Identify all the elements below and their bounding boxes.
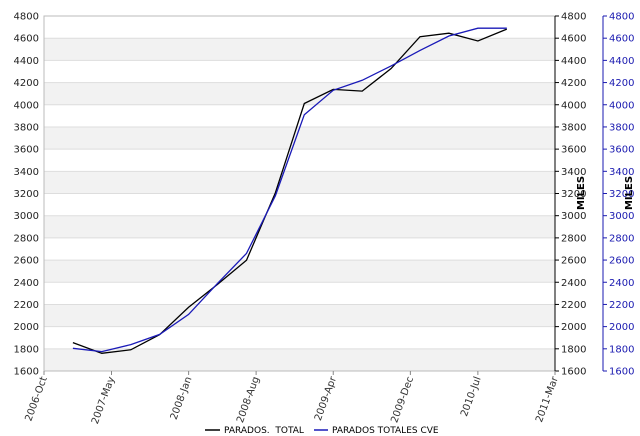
y-right2-tick-label: 4000 [609,100,634,111]
y-right2-tick-label: 2600 [609,256,634,267]
y-right2-tick-label: 4200 [609,78,634,89]
y-right-tick-label: 4200 [561,78,586,89]
y-axis-left-ticks: 1600 1800 2000 2200 2400 2600 2800 3000 3200 3400… [14,12,39,378]
y-tick-label: 4400 [14,56,39,67]
series-line-1 [72,27,507,353]
x-tick-label: 2010-Jul [459,375,484,418]
y-right2-tick-label: 1600 [609,367,634,378]
grid-band [44,304,555,327]
y-right-tick-label: 1800 [561,344,586,355]
y-tick-label: 1800 [14,344,39,355]
grid-band [44,38,555,61]
y-right2-tick-label: 3000 [609,211,634,222]
y-tick-label: 4800 [14,12,39,23]
y-right2-tick-label: 4400 [609,56,634,67]
x-tick-label: 2009-Dec [389,375,416,424]
y-right-tick-label: 4800 [561,12,586,23]
y-right2-tick-label: 2000 [609,322,634,333]
y-right2-tick-label: 3600 [609,145,634,156]
x-tick-label: 2011-Mar [534,374,561,424]
y-right-tick-label: 2200 [561,300,586,311]
y-right2-tick-label: 2400 [609,278,634,289]
x-tick-label: 2008-Aug [235,375,262,424]
y-right2-tick-label: 4800 [609,12,634,23]
y-right2-tick-label: 2800 [609,233,634,244]
y-right-tick-label: 3800 [561,122,586,133]
x-tick-label: 2009-Apr [313,374,339,422]
y-right2-tick-label: 1800 [609,344,634,355]
y-tick-label: 3400 [14,167,39,178]
y-right-tick-label: 2400 [561,278,586,289]
y-tick-label: 3800 [14,122,39,133]
grid-band [44,126,555,150]
y-tick-label: 2600 [14,256,39,267]
y-axis-right2-ticks: 1600 1800 2000 2200 2400 2600 2800 3000 3200 3400… [603,12,634,378]
y-right2-tick-label: 3800 [609,122,634,133]
y-right-tick-label: 4000 [561,100,586,111]
grid-band [44,171,555,194]
grid-band [44,348,555,371]
y-right-tick-label: 3600 [561,145,586,156]
y-right2-tick-label: 4600 [609,34,634,45]
series-lines [72,27,508,354]
y-right-tick-label: 3200 [561,189,586,200]
y-right-tick-label: 2600 [561,256,586,267]
y-right2-tick-label: 3400 [609,167,634,178]
y-right-tick-label: 1600 [561,367,586,378]
y-right2-tick-label: 3200 [609,189,634,200]
legend-label-cve: PARADOS TOTALES CVE [332,426,439,436]
grid-bands [44,38,555,371]
y-right-tick-label: 2000 [561,322,586,333]
y-tick-label: 3000 [14,211,39,222]
y-right-tick-label: 4600 [561,34,586,45]
series-line-0 [72,28,508,354]
grid-band [44,260,555,283]
y3-axis-title: MILES [624,176,635,210]
x-tick-label: 2006-Oct [24,375,50,423]
y2-axis-title: MILES [576,176,587,210]
grid-band [44,215,555,238]
y-tick-label: 2200 [14,300,39,311]
y-right-tick-label: 2800 [561,233,586,244]
y-tick-label: 4000 [14,100,39,111]
y-tick-label: 2400 [14,278,39,289]
y-tick-label: 2000 [14,322,39,333]
legend-label-total: PARADOS. TOTAL [224,426,304,436]
x-tick-label: 2007-May [90,375,117,426]
grid-band [44,82,555,105]
y-tick-label: 3600 [14,145,39,156]
y-tick-label: 2800 [14,233,39,244]
x-tick-label: 2008-Jan [169,375,195,421]
y-tick-label: 3200 [14,189,39,200]
y-right-tick-label: 3000 [561,211,586,222]
y-tick-label: 4200 [14,78,39,89]
y-right-tick-label: 4400 [561,56,586,67]
y-tick-label: 4600 [14,34,39,45]
y-right2-tick-label: 2200 [609,300,634,311]
y-right-tick-label: 3400 [561,167,586,178]
y-axis-right-ticks: 1600 1800 2000 2200 2400 2600 2800 3000 3200 3400… [555,12,586,378]
y-tick-label: 1600 [14,367,39,378]
legend: PARADOS. TOTAL PARADOS TOTALES CVE [205,426,439,436]
x-axis-ticks: 2006-Oct 2007-May 2008-Jan 2008-Aug 2009-Apr… [24,371,561,426]
